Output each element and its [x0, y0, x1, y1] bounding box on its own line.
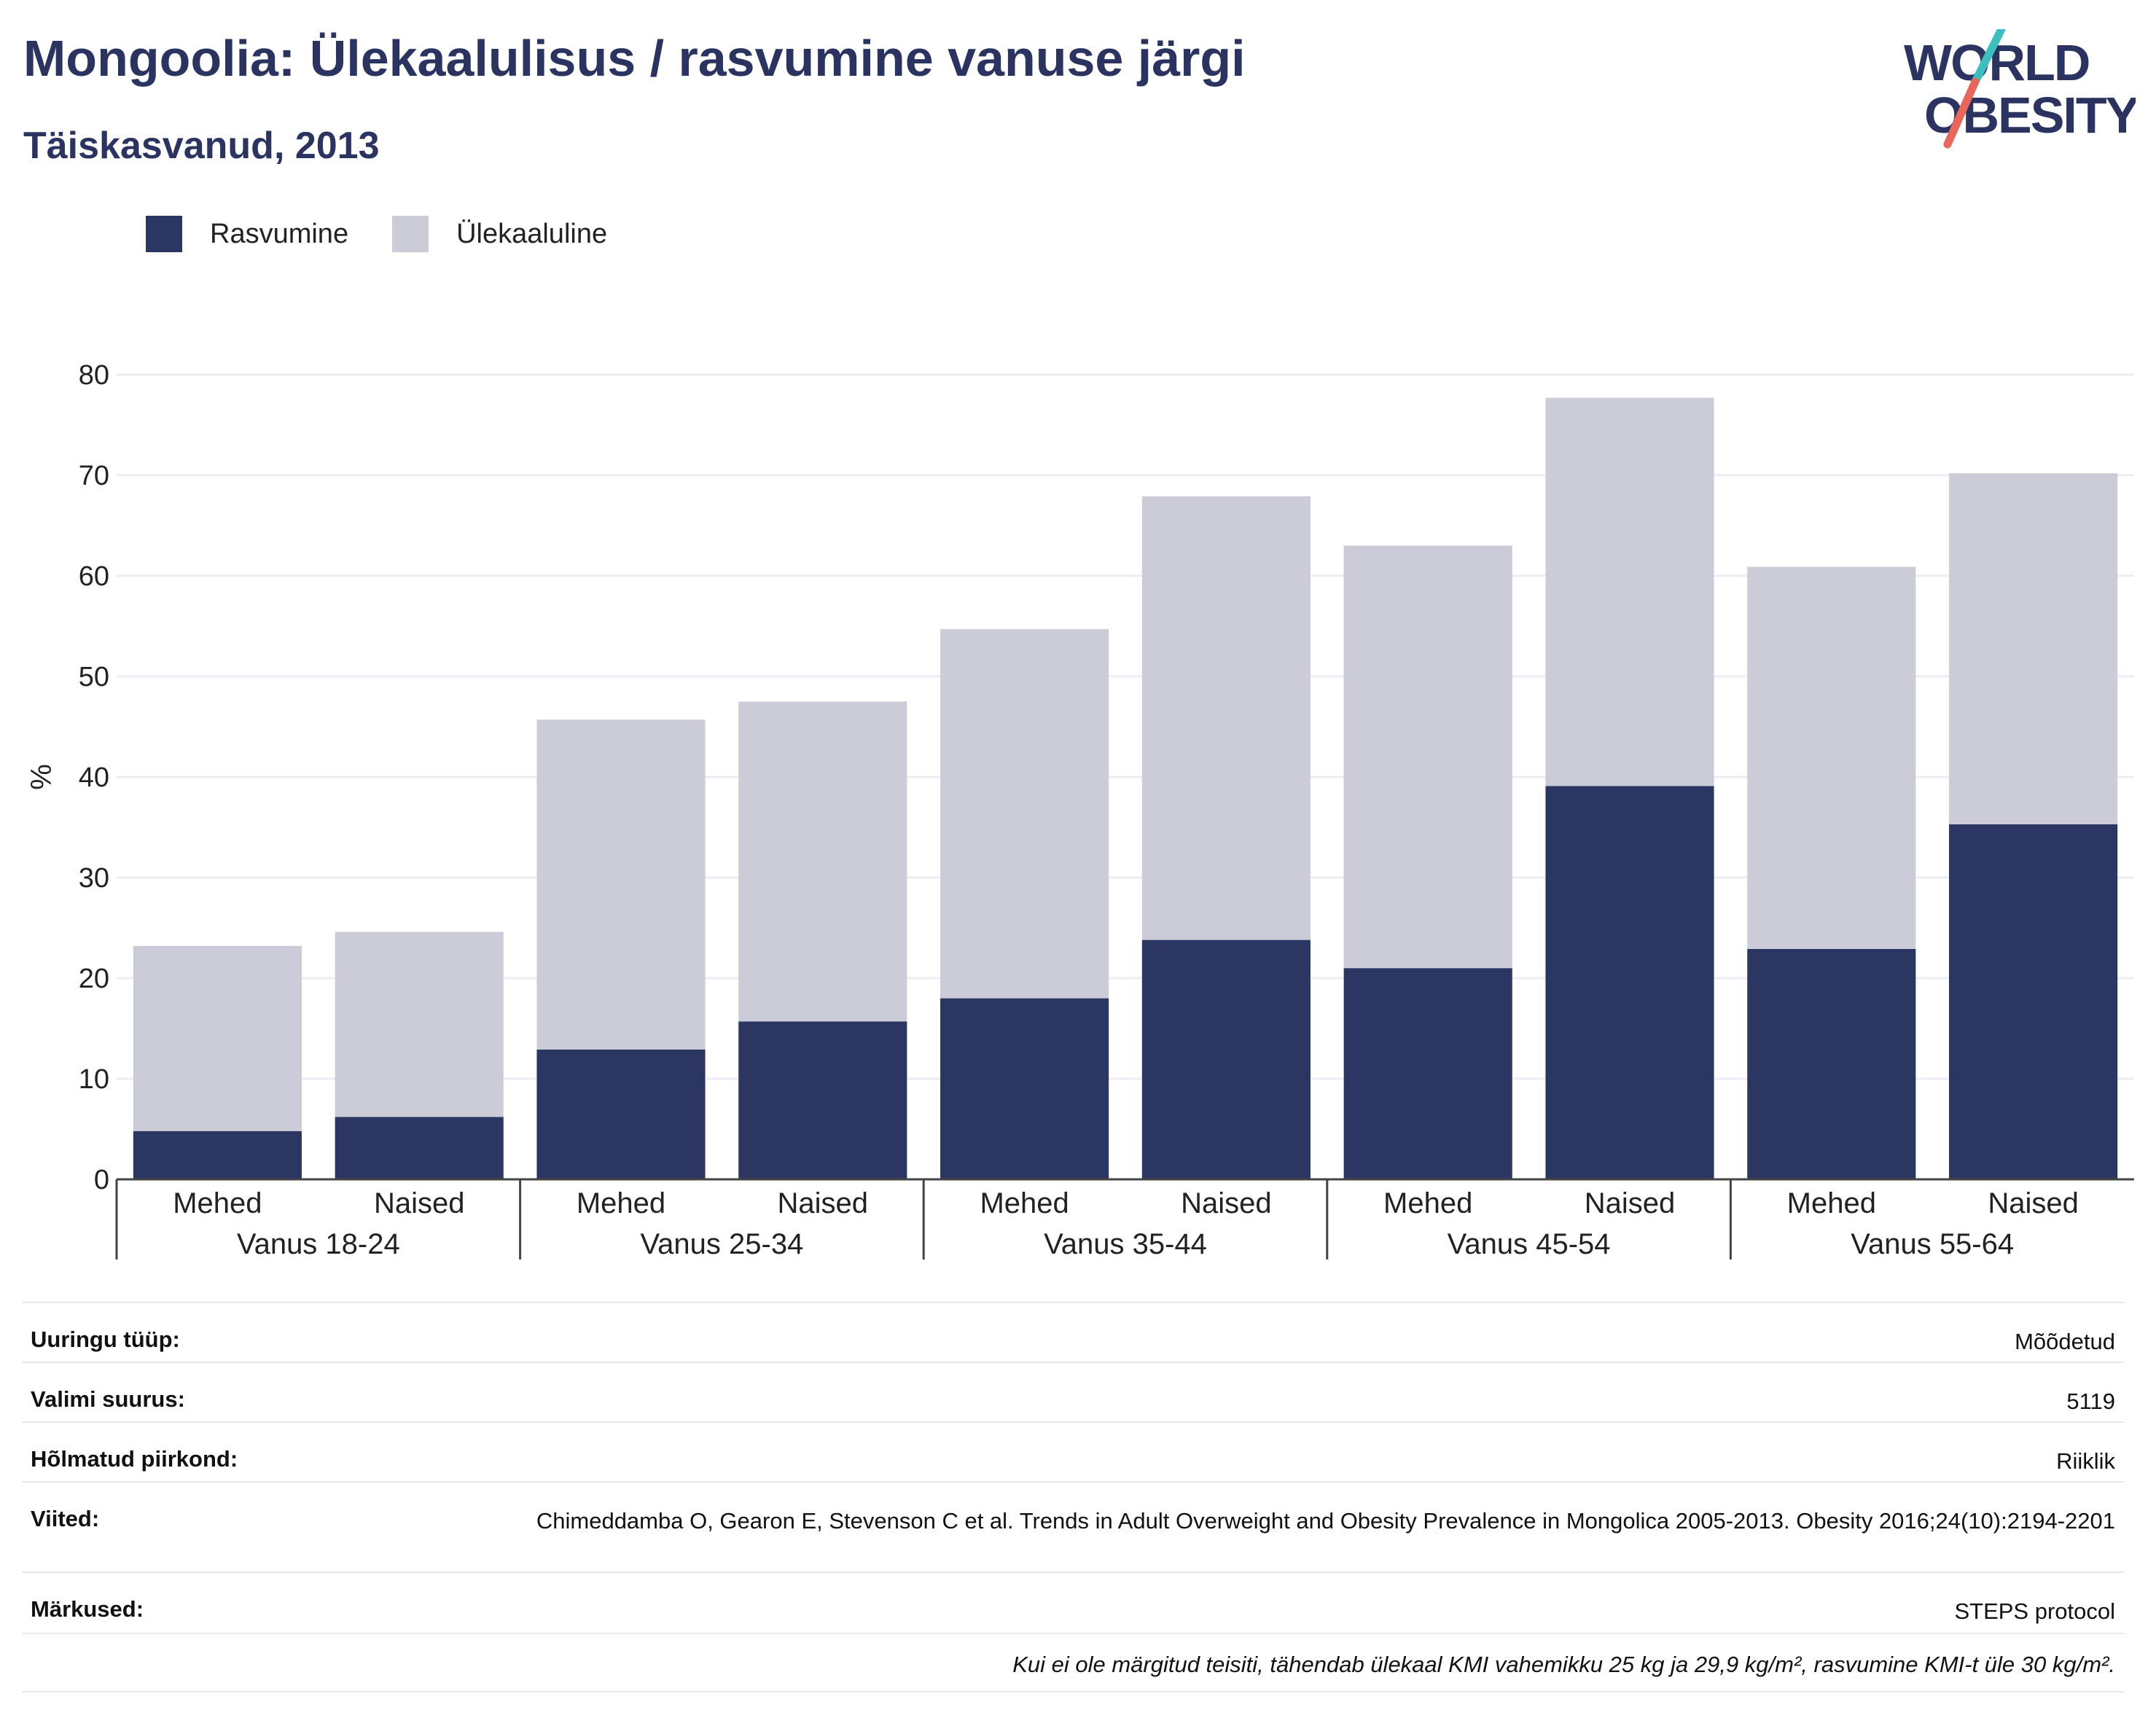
bar-obesity: [133, 1130, 302, 1179]
bar-obesity: [1747, 948, 1916, 1179]
group-label: Vanus 45-54: [1448, 1228, 1611, 1260]
bar-obesity: [1343, 968, 1512, 1179]
legend: Rasvumine Ülekaaluline: [146, 216, 651, 252]
bar-obesity: [940, 998, 1109, 1179]
bar-overweight: [133, 945, 302, 1131]
x-tick-label: Mehed: [173, 1187, 262, 1219]
info-value-notes: STEPS protocol: [1954, 1598, 2115, 1624]
logo-slash-teal: [1971, 29, 2006, 86]
info-row-references: Viited: Chimeddamba O, Gearon E, Stevens…: [22, 1481, 2124, 1571]
bar-overweight: [335, 932, 504, 1117]
chart-title: Mongoolia: Ülekaalulisus / rasvumine van…: [23, 30, 1246, 87]
bar-obesity: [738, 1021, 907, 1179]
group-label: Vanus 18-24: [237, 1228, 400, 1260]
x-tick-label: Mehed: [1383, 1187, 1472, 1219]
stacked-bar-chart: 0 10 20 30 40 50 60 70 80% Mehed Naised Mehed Naised…: [26, 360, 2134, 1260]
bar-obesity: [1141, 940, 1311, 1179]
info-label-area: Hõlmatud piirkond:: [31, 1446, 238, 1472]
info-label-references: Viited:: [31, 1506, 100, 1531]
info-value-survey-type: Mõõdetud: [2015, 1329, 2115, 1354]
legend-item-overweight[interactable]: Ülekaaluline: [392, 216, 607, 252]
y-tick-label: 40: [79, 762, 109, 793]
x-tick-label: Mehed: [980, 1187, 1069, 1219]
bar-obesity: [1545, 786, 1714, 1179]
bar-overweight: [1141, 496, 1311, 940]
y-tick-label: 30: [79, 863, 109, 894]
bar-overweight: [1343, 545, 1512, 969]
bar-overweight: [536, 719, 706, 1050]
y-axis-label: %: [26, 764, 58, 790]
group-label: Vanus 35-44: [1044, 1228, 1207, 1260]
legend-label-overweight: Ülekaaluline: [456, 218, 608, 249]
y-tick-label: 80: [79, 360, 109, 391]
y-tick-label: 0: [94, 1165, 109, 1195]
bar-overweight: [738, 701, 907, 1022]
x-tick-label: Naised: [1988, 1187, 2079, 1219]
info-value-sample-size: 5119: [2066, 1389, 2115, 1414]
bar-obesity: [1949, 824, 2118, 1179]
info-value-area: Riiklik: [2056, 1448, 2115, 1474]
bar-overweight: [1747, 566, 1916, 949]
footnote: Kui ei ole märgitud teisiti, tähendab ül…: [22, 1633, 2124, 1692]
y-tick-label: 70: [79, 461, 109, 491]
group-label: Vanus 25-34: [640, 1228, 803, 1260]
y-tick-label: 50: [79, 662, 109, 692]
x-tick-label: Naised: [374, 1187, 465, 1219]
world-obesity-logo: WORLD OBESITY: [1904, 29, 2136, 149]
y-tick-label: 60: [79, 561, 109, 592]
x-tick-label: Naised: [1585, 1187, 1676, 1219]
info-table: Uuringu tüüp: Mõõdetud Valimi suurus: 51…: [22, 1302, 2124, 1692]
legend-swatch-overweight: [392, 216, 429, 252]
x-tick-label: Mehed: [577, 1187, 665, 1219]
info-value-references: Chimeddamba O, Gearon E, Stevenson C et …: [536, 1508, 2115, 1534]
bar-overweight: [1949, 473, 2118, 824]
y-tick-label: 10: [79, 1064, 109, 1095]
info-row-survey-type: Uuringu tüüp: Mõõdetud: [22, 1302, 2124, 1362]
info-label-survey-type: Uuringu tüüp:: [31, 1327, 180, 1352]
group-label: Vanus 55-64: [1851, 1228, 2014, 1260]
info-row-area: Hõlmatud piirkond: Riiklik: [22, 1421, 2124, 1481]
info-label-notes: Märkused:: [31, 1596, 144, 1622]
chart-subtitle: Täiskasvanud, 2013: [23, 125, 380, 167]
legend-label-obesity: Rasvumine: [210, 218, 349, 249]
bar-overweight: [1545, 397, 1714, 786]
x-tick-label: Naised: [778, 1187, 869, 1219]
bar-overweight: [940, 629, 1109, 999]
bar-obesity: [536, 1049, 706, 1179]
logo-slash-red: [1943, 77, 1980, 149]
info-row-notes: Märkused: STEPS protocol: [22, 1571, 2124, 1633]
info-row-sample-size: Valimi suurus: 5119: [22, 1362, 2124, 1421]
bar-obesity: [335, 1117, 504, 1179]
x-tick-label: Mehed: [1787, 1187, 1876, 1219]
legend-swatch-obesity: [146, 216, 182, 252]
y-tick-label: 20: [79, 964, 109, 994]
x-tick-label: Naised: [1181, 1187, 1272, 1219]
info-label-sample-size: Valimi suurus:: [31, 1386, 185, 1412]
legend-item-obesity[interactable]: Rasvumine: [146, 216, 348, 252]
